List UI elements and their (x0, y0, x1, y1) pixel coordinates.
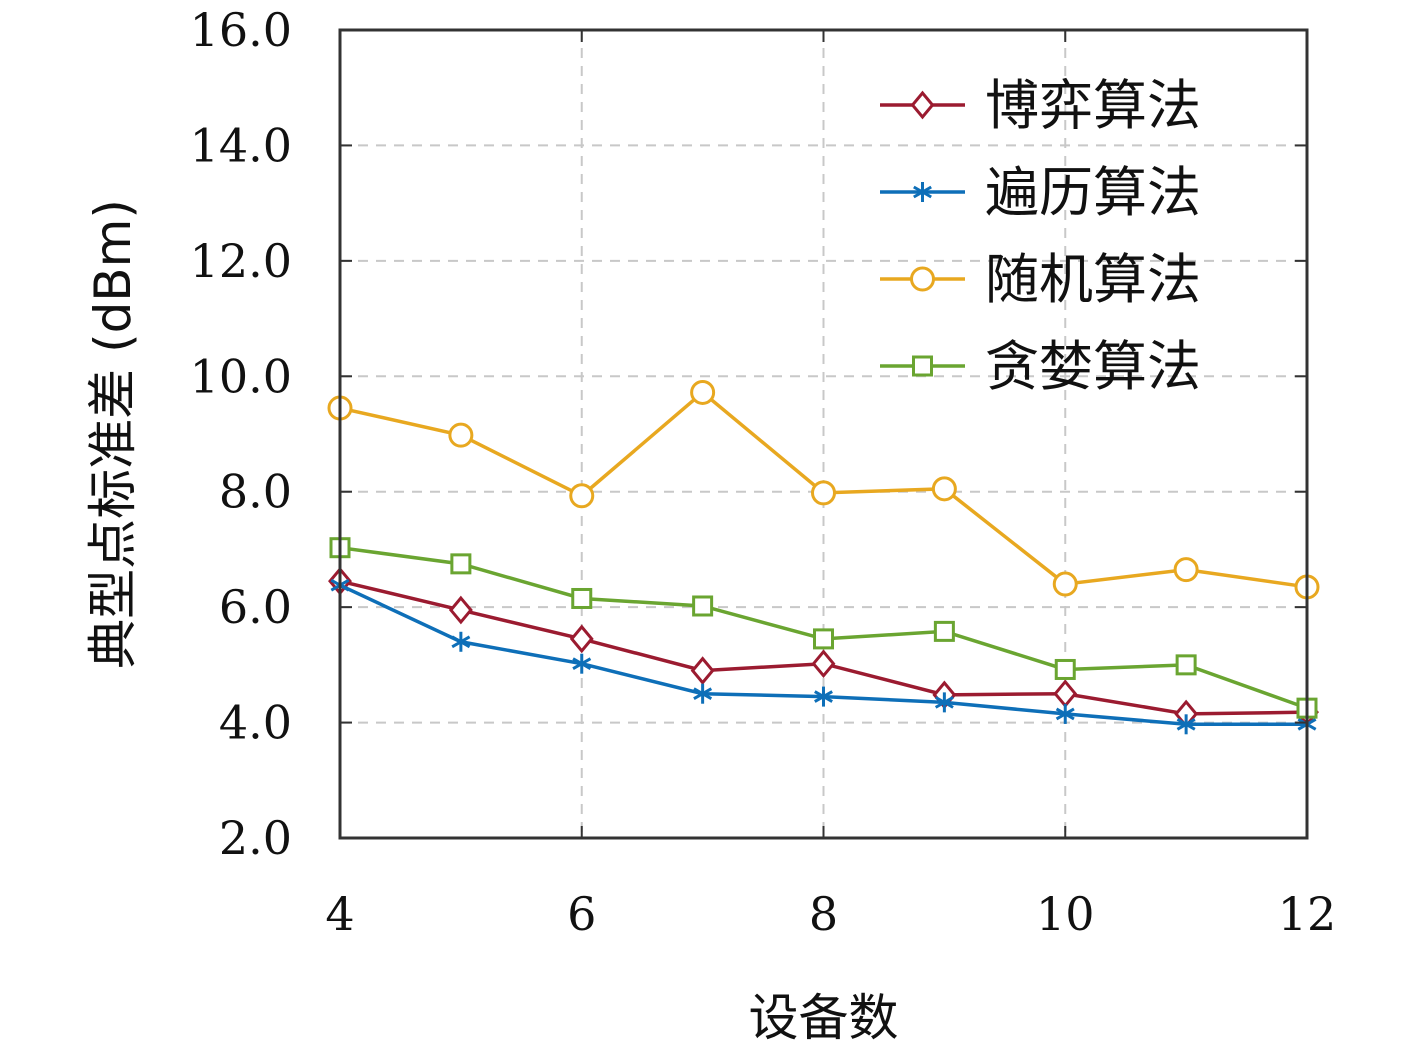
legend-item: 贪婪算法 (880, 335, 1201, 398)
x-tick-label: 8 (809, 887, 838, 941)
marker-shape (690, 379, 716, 405)
marker-shape (1053, 679, 1078, 709)
legend-item: 随机算法 (880, 248, 1201, 311)
series-layer (327, 379, 1320, 735)
marker-shape (934, 696, 954, 709)
y-axis-title: 典型点标准差 (dBm) (84, 199, 142, 669)
data-point (811, 480, 836, 506)
x-tick-label: 6 (567, 887, 596, 941)
marker-shape (569, 624, 594, 654)
data-point (572, 653, 592, 674)
marker-shape (569, 483, 595, 509)
x-axis-title: 设备数 (749, 989, 899, 1047)
legend-item: 遍历算法 (880, 161, 1201, 224)
data-point (690, 656, 715, 685)
data-point (813, 628, 834, 650)
data-point (1053, 679, 1078, 709)
marker-shape (690, 656, 715, 685)
marker-shape (448, 422, 474, 448)
y-tick-label: 10.0 (190, 349, 292, 403)
marker-shape (1052, 571, 1078, 597)
data-point (934, 692, 954, 713)
marker-shape (811, 480, 836, 506)
legend-marker (913, 182, 932, 202)
data-point (1052, 571, 1078, 597)
data-point (569, 483, 595, 509)
x-tick-label: 12 (1278, 887, 1337, 941)
legend-label: 遍历算法 (985, 161, 1201, 224)
data-point (1054, 658, 1076, 680)
legend-marker (910, 90, 935, 120)
legend-label: 贪婪算法 (985, 335, 1201, 398)
marker-shape (1055, 707, 1075, 721)
marker-shape (1176, 718, 1196, 731)
marker-shape (931, 476, 957, 502)
data-point (569, 624, 594, 654)
axis-ticks: 2.0 4.0 6.0 8.0 10.0 12.0 14.0 16.0 4 6 8 10 12 (190, 3, 1337, 941)
y-tick-label: 6.0 (219, 580, 292, 634)
marker-shape (571, 587, 593, 609)
marker-shape (448, 595, 473, 625)
data-point (692, 595, 714, 617)
marker-shape (913, 185, 932, 199)
data-point (1055, 703, 1075, 724)
data-point (933, 620, 955, 642)
data-point (450, 553, 472, 575)
data-point (1175, 654, 1197, 676)
data-point (448, 422, 474, 448)
y-tick-label: 4.0 (219, 696, 292, 750)
y-tick-label: 2.0 (219, 811, 292, 865)
marker-shape (811, 649, 836, 679)
y-tick-label: 8.0 (219, 465, 292, 519)
marker-shape (692, 595, 714, 617)
y-tick-label: 16.0 (190, 3, 292, 57)
marker-shape (813, 628, 834, 650)
marker-shape (933, 620, 955, 642)
legend-marker (910, 266, 935, 292)
y-tick-label: 12.0 (190, 234, 292, 288)
marker-shape (1175, 654, 1197, 676)
y-tick-label: 14.0 (190, 118, 292, 172)
marker-shape (814, 690, 833, 703)
marker-shape (910, 90, 935, 120)
data-point (451, 631, 471, 652)
data-point (690, 379, 716, 405)
data-point (1176, 714, 1196, 735)
grid-lines (340, 30, 1307, 838)
legend-label: 随机算法 (985, 248, 1201, 311)
data-point (1173, 557, 1199, 583)
data-point (693, 683, 713, 704)
marker-shape (1173, 557, 1199, 583)
legend-marker (912, 355, 933, 377)
data-point (931, 476, 957, 502)
marker-shape (451, 635, 471, 649)
x-tick-label: 4 (325, 887, 354, 941)
data-point (571, 587, 593, 609)
x-tick-label: 10 (1036, 887, 1095, 941)
legend-item: 博弈算法 (880, 74, 1201, 137)
marker-shape (572, 657, 592, 671)
data-point (814, 686, 833, 707)
marker-shape (450, 553, 472, 575)
marker-shape (912, 355, 933, 377)
marker-shape (1054, 658, 1076, 680)
marker-shape (910, 266, 935, 292)
marker-shape (693, 687, 713, 701)
legend-label: 博弈算法 (985, 74, 1201, 137)
data-point (448, 595, 473, 625)
data-point (811, 649, 836, 679)
